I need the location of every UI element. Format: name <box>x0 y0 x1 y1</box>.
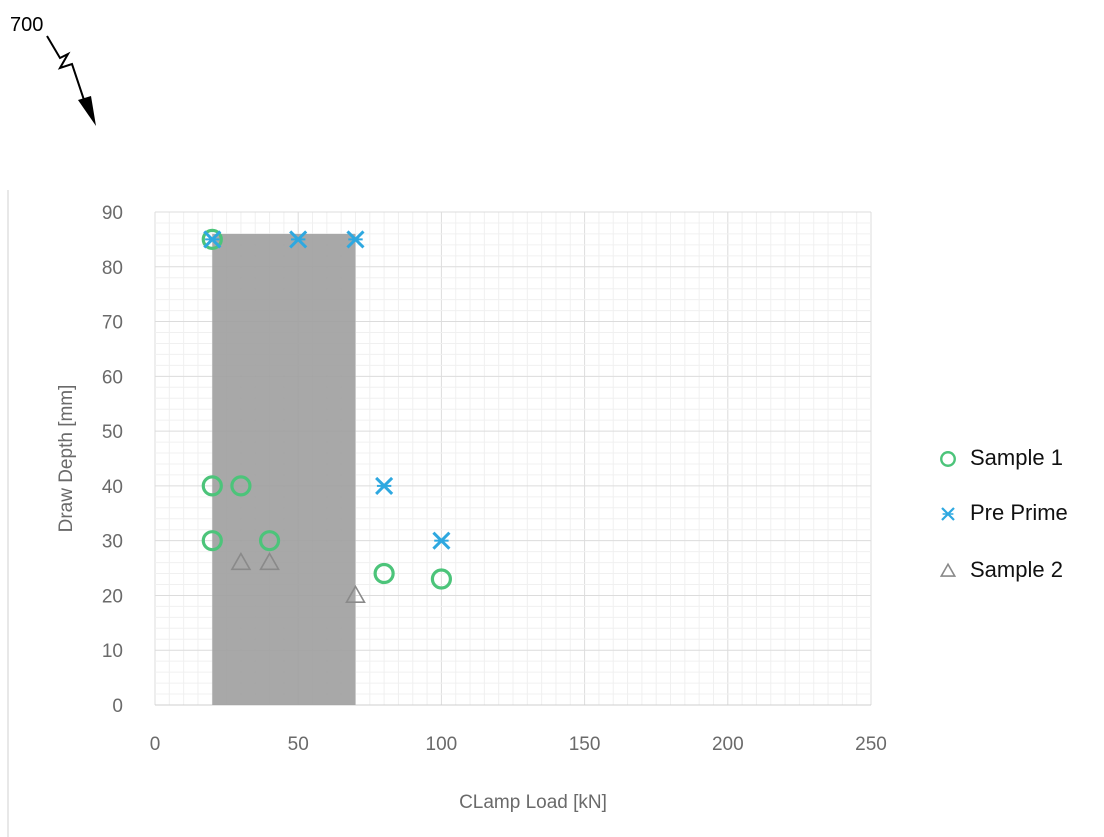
x-tick-label: 250 <box>855 734 887 755</box>
y-tick-label: 0 <box>112 696 123 717</box>
x-tick-label: 100 <box>426 734 458 755</box>
data-point-sample-1 <box>201 475 223 497</box>
data-point-sample-1 <box>373 562 395 585</box>
x-tick-label: 0 <box>150 734 161 755</box>
y-tick-label: 30 <box>102 532 123 553</box>
shaded-region <box>212 233 356 705</box>
y-tick-label: 20 <box>102 586 123 607</box>
legend-label: Sample 2 <box>970 557 1063 582</box>
shaded-region-layer <box>212 233 356 705</box>
figure-reference-label: 700 <box>10 14 44 36</box>
y-tick-label: 90 <box>102 203 123 224</box>
data-point-pre-prime <box>289 230 308 249</box>
data-point-sample-1 <box>258 530 281 552</box>
data-point-sample-1 <box>430 568 452 590</box>
data-point-pre-prime <box>203 230 222 249</box>
legend-label: Sample 1 <box>970 445 1063 470</box>
legend-marker-sample-1 <box>940 451 956 467</box>
legend-marker-pre-prime <box>941 507 955 521</box>
x-tick-label: 200 <box>712 734 744 755</box>
data-point-pre-prime <box>375 476 394 495</box>
y-tick-label: 80 <box>102 258 123 279</box>
data-point-sample-1 <box>201 228 223 250</box>
y-tick-label: 50 <box>102 422 123 443</box>
legend: Sample 1 Pre Prime Sample 2 <box>939 445 1068 582</box>
y-tick-label: 10 <box>102 641 123 662</box>
y-tick-label: 60 <box>102 367 123 388</box>
data-points <box>201 228 452 603</box>
data-point-sample-2 <box>259 551 280 571</box>
x-axis-title: CLamp Load [kN] <box>459 792 607 813</box>
data-point-pre-prime <box>432 531 451 550</box>
x-tick-label: 150 <box>569 734 601 755</box>
legend-marker-sample-2 <box>939 562 957 577</box>
y-axis-title: Draw Depth [mm] <box>56 385 77 533</box>
figure-pointer-arrow <box>46 35 96 126</box>
tick-labels: 0 50 100 150 200 250 0 10 20 30 40 50 60 70 80 90 <box>102 203 887 755</box>
data-point-sample-2 <box>345 584 366 603</box>
legend-label: Pre Prime <box>970 500 1068 525</box>
y-tick-label: 40 <box>102 477 123 498</box>
data-point-sample-1 <box>230 475 252 497</box>
x-tick-label: 50 <box>288 734 309 755</box>
data-point-sample-2 <box>230 551 252 571</box>
data-point-pre-prime <box>346 230 365 249</box>
y-tick-label: 70 <box>102 313 123 334</box>
data-point-sample-1 <box>201 530 223 552</box>
